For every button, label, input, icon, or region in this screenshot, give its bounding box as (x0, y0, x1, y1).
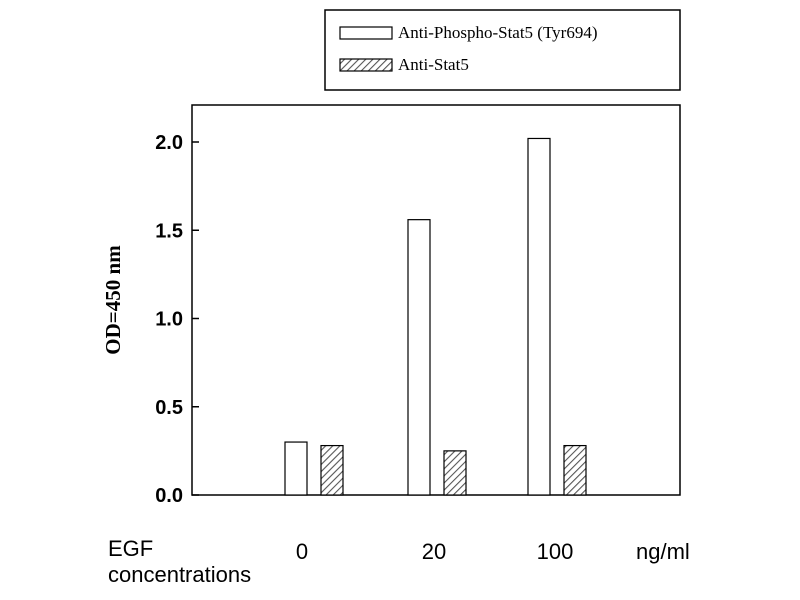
y-tick-label: 0.0 (155, 485, 183, 507)
y-tick-label: 0.5 (155, 397, 183, 419)
x-axis-label: EGF concentrations (108, 536, 251, 587)
bar-series-0-cat-0 (284, 441, 308, 496)
x-axis-tick-labels: 0 20 100 (296, 539, 573, 564)
bar-series-1-cat-0 (320, 444, 344, 496)
y-tick-label: 1.5 (155, 220, 183, 242)
bars (284, 137, 587, 496)
legend-label-1: Anti-Stat5 (398, 55, 469, 74)
y-tick-label: 2.0 (155, 132, 183, 154)
legend-label-0: Anti-Phospho-Stat5 (Tyr694) (398, 23, 598, 42)
bar-series-1-cat-1 (443, 450, 467, 496)
x-axis-label-line-2: concentrations (108, 562, 251, 587)
bar-series-0-cat-1 (407, 219, 431, 496)
x-tick-label: 100 (537, 539, 574, 564)
y-axis-ticks: 0.0 0.5 1.0 1.5 2.0 (155, 132, 199, 507)
x-tick-label: 20 (422, 539, 446, 564)
bar-series-1-cat-2 (563, 444, 587, 496)
x-axis-unit: ng/ml (636, 539, 690, 564)
legend-swatch-0 (339, 26, 393, 40)
legend-swatch-1 (339, 58, 393, 72)
bar-series-0-cat-2 (527, 137, 551, 496)
y-axis-label: OD=450 nm (101, 245, 125, 355)
y-tick-label: 1.0 (155, 309, 183, 331)
legend: Anti-Phospho-Stat5 (Tyr694) Anti-Stat5 (339, 23, 598, 74)
legend-box (324, 9, 681, 91)
plot-frame (191, 104, 681, 496)
x-axis-label-line-1: EGF (108, 536, 153, 561)
x-tick-label: 0 (296, 539, 308, 564)
